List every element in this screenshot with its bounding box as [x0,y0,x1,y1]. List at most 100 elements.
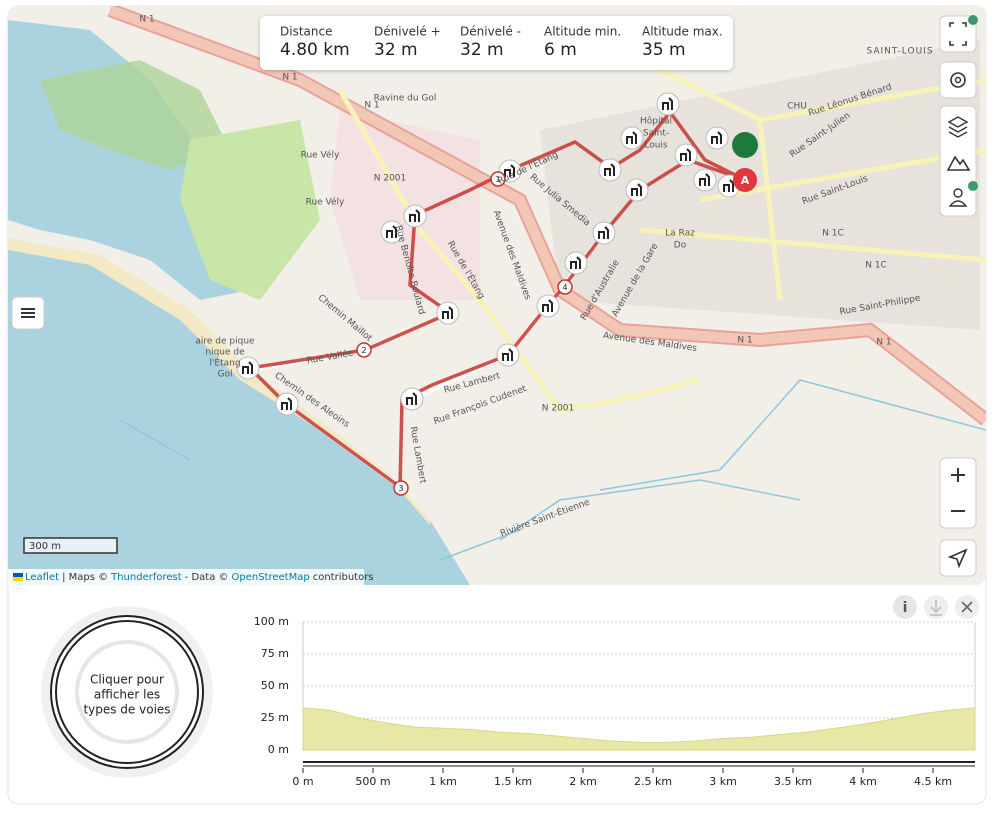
flag [13,573,23,577]
stat-value: 4.80 km [280,40,350,60]
attribution: Leaflet | Maps © Thunderforest - Data © Open… [25,572,374,583]
bike-icon [631,183,642,196]
stat-label: Dénivelé - [460,25,521,39]
settings-button[interactable] [939,61,977,99]
y-tick-label: 25 m [261,711,289,724]
relief-icon [946,155,971,171]
bike-icon [281,397,292,410]
controls [11,15,978,577]
bike-icon [406,392,417,405]
map-label: N 1 [876,338,891,348]
end-marker[interactable] [733,168,757,192]
x-tick-label: 4 km [849,775,877,788]
x-tick-label: 1 km [429,775,457,788]
y-tick-label: 0 m [268,743,289,756]
info-icon: i [903,600,908,616]
stats-box [260,16,733,70]
ring-text: afficher les [94,688,160,702]
map-label: nique de [205,348,245,358]
person-icon [948,200,968,207]
link[interactable]: Thunderforest [110,572,182,583]
x-tick-label: 2 km [569,775,597,788]
stat-label: Altitude max. [642,25,723,39]
scale-label: 300 m [29,541,61,552]
map-label: Rue Vély [301,150,340,161]
bike-icon [680,148,691,161]
download-icon [930,600,942,616]
bike-icon [570,256,581,269]
map-label: l'Étang [209,357,240,369]
bike-icon [242,361,253,374]
route-marker-label: 1 [495,175,500,184]
stat-value: 32 m [374,40,418,60]
highway [108,6,986,424]
attribution-bg [8,569,364,585]
zoom-icons [951,468,965,512]
route-marker-label: 3 [398,484,403,493]
bike-icon [442,306,453,319]
river [119,379,986,561]
bike-icon [699,173,710,186]
bike-icon [542,299,553,312]
map-label: La Raz [665,229,695,239]
bike-icon [409,209,420,222]
route-marker [557,279,573,295]
ring-text: Cliquer pour [90,673,164,687]
map-label: Saint- [643,129,669,139]
zoom-buttons[interactable] [939,457,977,529]
stat-value: 35 m [642,40,686,60]
stat-value: 6 m [544,40,577,60]
route-marker [356,342,372,358]
route-marker [490,171,506,187]
urban [540,40,980,330]
link[interactable]: Leaflet [25,572,59,583]
map-label: SAINT-LOUIS [866,47,933,57]
map-label: N 1 [737,336,752,346]
ring-inner [75,640,179,744]
map-label: N 1C [865,261,887,271]
scale-bar [23,537,118,554]
bike-icon [662,97,673,110]
settings-icon [954,76,962,84]
layers-icon [947,116,969,138]
settings-icon [950,72,966,88]
locate-button[interactable] [939,539,977,577]
stat-label: Dénivelé + [374,25,441,39]
fullscreen-icon [949,22,967,46]
x-tick-label: 1.5 km [494,775,532,788]
route-marker [393,480,409,496]
map-label: Gol [218,370,233,380]
bike-icon [502,348,513,361]
menu-icon [21,308,35,318]
x-tick-label: 0 m [292,775,313,788]
y-tick-label: 100 m [254,615,289,628]
text: | Maps © [62,572,108,583]
bike-icon [604,163,615,176]
link[interactable]: OpenStreetMap [232,572,310,583]
stat-label: Distance [280,25,332,39]
map-label: Ravine du Gol [374,94,437,104]
text: contributors [313,572,374,583]
y-tick-label: 75 m [261,647,289,660]
x-tick-label: 3.5 km [774,775,812,788]
map-label: aire de pique [195,337,255,347]
map-label: N 1 [364,101,379,111]
elevation-area [302,707,976,751]
fullscreen-button[interactable] [939,15,977,53]
stat-value: 32 m [460,40,504,60]
x-tick-label: 2.5 km [634,775,672,788]
info-button[interactable] [893,595,917,619]
y-tick-label: 50 m [261,679,289,692]
x-tick-label: 500 m [355,775,390,788]
text: - Data © [185,572,229,583]
stat-label: Altitude min. [544,25,621,39]
x-tick-label: 3 km [709,775,737,788]
ring [55,620,199,764]
person-icon [953,188,963,198]
map-label: N 2001 [374,174,407,184]
map-label: N 1 [282,73,297,83]
park [40,60,230,170]
x-tick-label: 4.5 km [914,775,952,788]
